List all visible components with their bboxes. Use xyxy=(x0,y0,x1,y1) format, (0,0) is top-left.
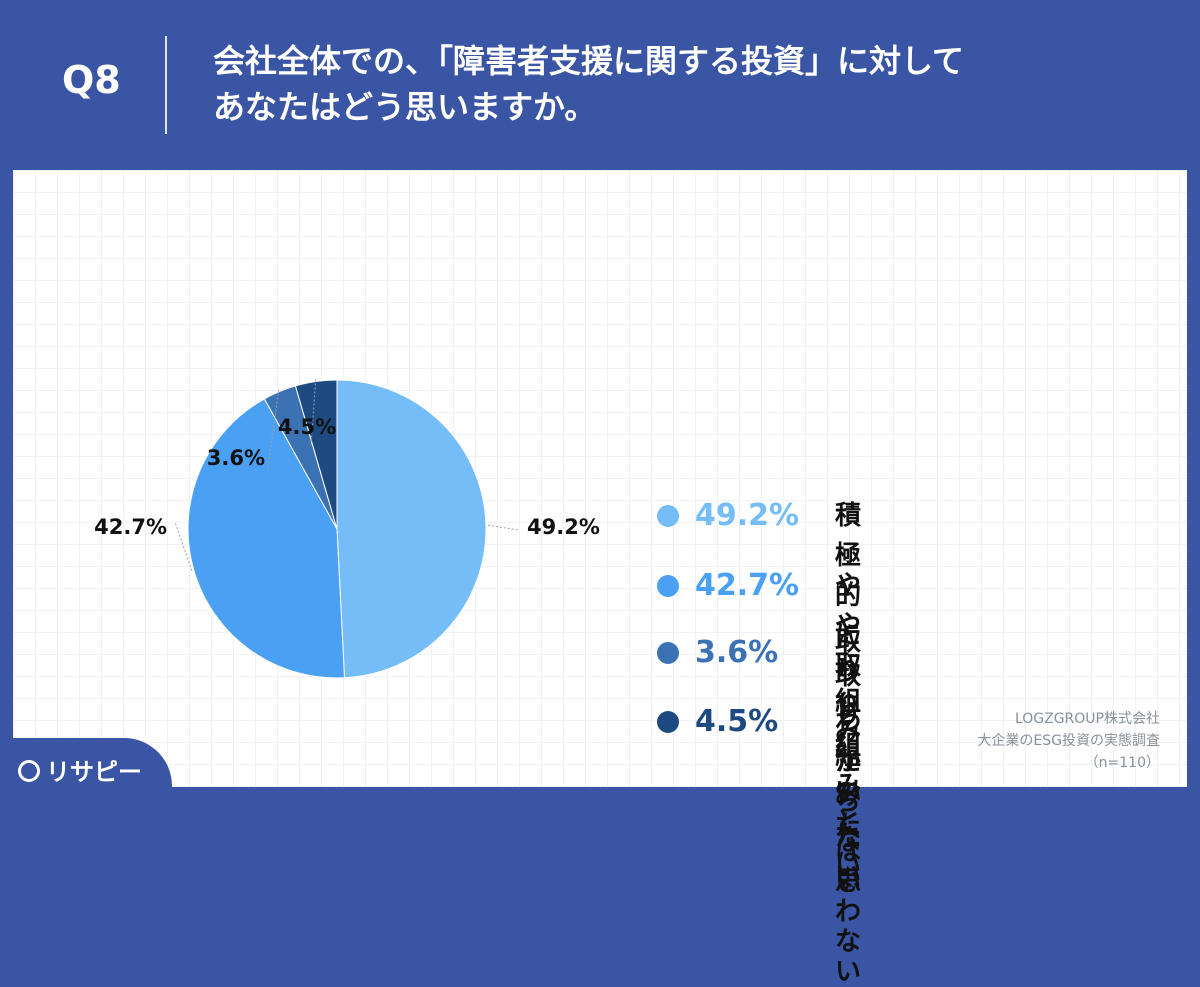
source-survey: 大企業のESG投資の実態調査 xyxy=(977,733,1160,749)
legend-dot xyxy=(657,642,679,664)
question-line-2: あなたはどう思いますか。 xyxy=(213,88,597,126)
leader-line-1 xyxy=(487,524,520,531)
legend-pct: 3.6% xyxy=(695,635,779,670)
source-note: LOGZGROUP株式会社 大企業のESG投資の実態調査 （n=110） xyxy=(977,708,1160,774)
question-text: 会社全体での、「障害者支援に関する投資」に対して あなたはどう思いますか。 xyxy=(213,38,1113,130)
logo-text: リサピー xyxy=(46,758,142,786)
data-label-3: 3.6% xyxy=(207,446,265,470)
data-label-2: 42.7% xyxy=(94,515,167,539)
pie-slice-2 xyxy=(187,398,346,679)
source-n: （n=110） xyxy=(1084,755,1160,771)
leader-line-4 xyxy=(310,379,317,447)
question-number: Q8 xyxy=(62,58,121,102)
legend-dot xyxy=(657,575,679,597)
pie-slice-4 xyxy=(294,379,338,530)
legend-dot xyxy=(657,505,679,527)
logo-mark-icon xyxy=(18,760,40,782)
legend-dot xyxy=(657,711,679,733)
data-label-1: 49.2% xyxy=(527,515,600,539)
legend-pct: 42.7% xyxy=(695,568,800,603)
legend-label: わからない xyxy=(835,707,862,897)
legend-pct: 4.5% xyxy=(695,704,779,739)
logo: リサピー xyxy=(18,752,142,787)
leader-line-2 xyxy=(174,521,193,571)
header: Q8 会社全体での、「障害者支援に関する投資」に対して あなたはどう思いますか。 xyxy=(0,0,1200,170)
header-divider xyxy=(165,36,167,134)
chart-panel: 49.2% 42.7% 3.6% 4.5% 49.2% 積極的に取り組みたい 42.7… xyxy=(13,170,1187,987)
source-company: LOGZGROUP株式会社 xyxy=(1014,711,1160,727)
pie-slice-1 xyxy=(336,379,487,679)
legend-pct: 49.2% xyxy=(695,498,800,533)
data-label-4: 4.5% xyxy=(278,415,336,439)
pie-chart: 49.2% 42.7% 3.6% 4.5% xyxy=(94,379,600,679)
question-line-1: 会社全体での、「障害者支援に関する投資」に対して xyxy=(213,42,965,80)
